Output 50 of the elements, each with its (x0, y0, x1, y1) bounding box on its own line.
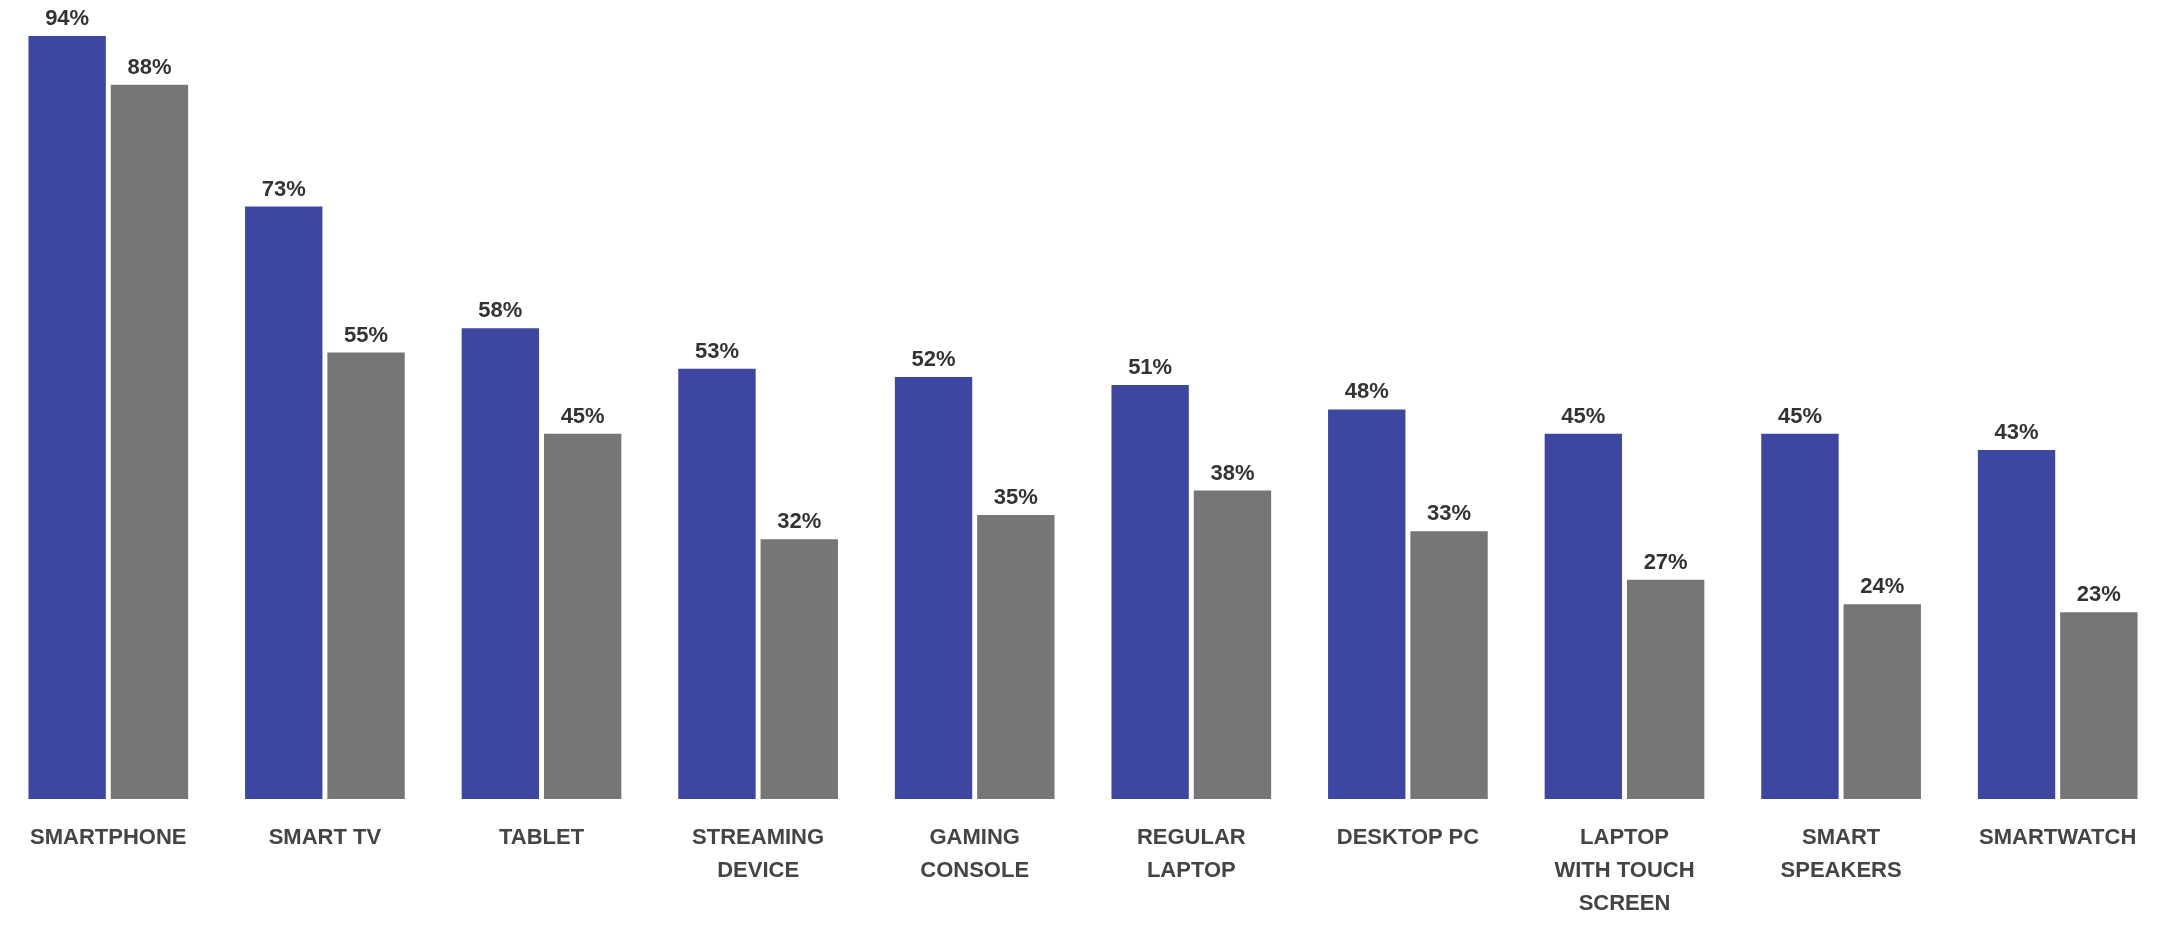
bar (1193, 490, 1272, 799)
data-label: 38% (1210, 459, 1255, 485)
bar (543, 433, 622, 799)
bar (1328, 409, 1406, 799)
data-label: 24% (1860, 573, 1905, 599)
data-label: 53% (694, 337, 739, 363)
data-label: 45% (1561, 402, 1606, 428)
data-label: 73% (261, 175, 306, 201)
data-label: 51% (1128, 354, 1173, 380)
data-label: 35% (993, 483, 1038, 509)
bar (977, 514, 1055, 799)
data-label: 43% (1994, 419, 2039, 445)
bar (1761, 433, 1839, 799)
x-tick-label: SMART SPEAKERS (1780, 823, 1902, 882)
data-label: 45% (1777, 402, 1822, 428)
bar (245, 206, 323, 799)
data-label: 32% (777, 508, 822, 534)
bar (110, 84, 189, 799)
data-label: 45% (560, 402, 605, 428)
x-tick-label: SMART TV (268, 823, 382, 849)
data-label: 58% (478, 297, 523, 323)
bar (1544, 433, 1623, 799)
bar (461, 328, 540, 799)
bar (1111, 385, 1189, 799)
bar (28, 36, 106, 799)
x-tick-label: DESKTOP PC (1336, 823, 1480, 849)
data-label: 33% (1427, 500, 1472, 526)
data-label: 94% (45, 5, 90, 31)
bar (678, 368, 756, 799)
bar (894, 376, 973, 799)
data-label: 27% (1643, 548, 1688, 574)
bar (1977, 449, 2056, 799)
x-tick-label: LAPTOP WITH TOUCH SCREEN (1554, 823, 1695, 915)
bar (760, 539, 838, 799)
x-tick-label: SMARTWATCH (1979, 823, 2137, 849)
data-label: 23% (2076, 581, 2121, 607)
data-label: 52% (911, 345, 956, 371)
bar (1626, 579, 1705, 799)
bar (327, 352, 405, 799)
bar (1410, 531, 1488, 799)
bar (1843, 604, 1921, 799)
x-tick-label: TABLET (498, 823, 585, 849)
data-label: 88% (127, 53, 172, 79)
bar (2060, 612, 2138, 799)
x-tick-label: GAMING CONSOLE (920, 823, 1030, 882)
x-tick-label: REGULAR LAPTOP (1136, 823, 1246, 882)
data-label: 55% (344, 321, 389, 347)
x-tick-label: SMARTPHONE (30, 823, 187, 849)
x-tick-label: STREAMING DEVICE (692, 823, 825, 882)
data-label: 48% (1344, 378, 1389, 404)
